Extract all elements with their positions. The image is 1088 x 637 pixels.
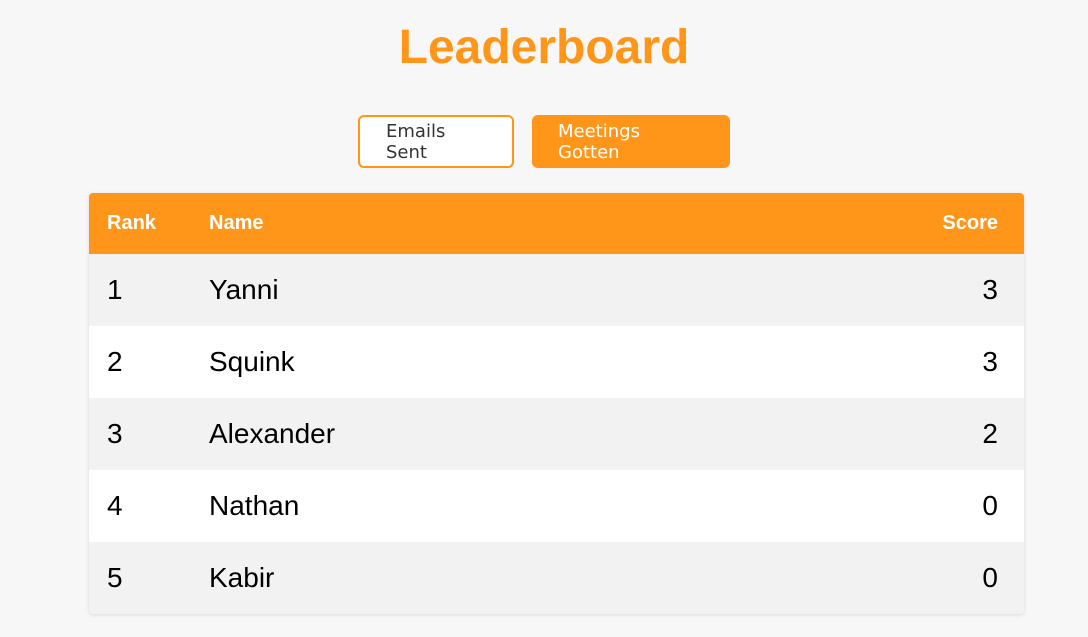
- table-row: 5 Kabir 0: [89, 542, 1024, 614]
- table-row: 1 Yanni 3: [89, 254, 1024, 326]
- cell-name: Yanni: [191, 254, 707, 326]
- cell-rank: 3: [89, 398, 191, 470]
- cell-score: 0: [706, 470, 1024, 542]
- cell-name: Nathan: [191, 470, 707, 542]
- header-score: Score: [706, 193, 1024, 254]
- leaderboard-table: Rank Name Score 1 Yanni 3 2 Squink 3 3 Alexande…: [89, 193, 1024, 614]
- tab-meetings-gotten[interactable]: Meetings Gotten: [532, 115, 730, 168]
- table-row: 3 Alexander 2: [89, 398, 1024, 470]
- table-row: 4 Nathan 0: [89, 470, 1024, 542]
- cell-rank: 4: [89, 470, 191, 542]
- cell-rank: 1: [89, 254, 191, 326]
- cell-name: Alexander: [191, 398, 707, 470]
- header-rank: Rank: [89, 193, 191, 254]
- table-header: Rank Name Score: [89, 193, 1024, 254]
- cell-score: 0: [706, 542, 1024, 614]
- cell-rank: 2: [89, 326, 191, 398]
- cell-score: 3: [706, 326, 1024, 398]
- metric-tabs: Emails Sent Meetings Gotten: [0, 115, 1088, 168]
- cell-rank: 5: [89, 542, 191, 614]
- cell-name: Kabir: [191, 542, 707, 614]
- tab-emails-sent[interactable]: Emails Sent: [358, 115, 514, 168]
- cell-score: 2: [706, 398, 1024, 470]
- cell-name: Squink: [191, 326, 707, 398]
- page-title: Leaderboard: [398, 21, 690, 74]
- table-row: 2 Squink 3: [89, 326, 1024, 398]
- header-name: Name: [191, 193, 707, 254]
- cell-score: 3: [706, 254, 1024, 326]
